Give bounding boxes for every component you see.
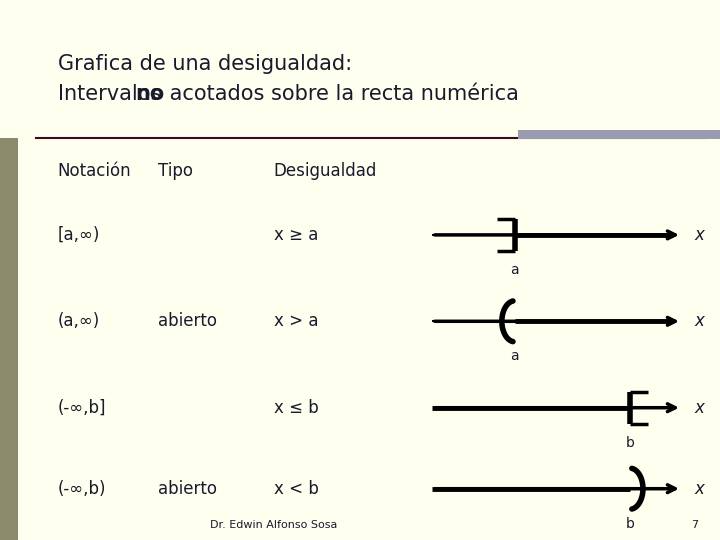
Text: b: b <box>626 436 634 450</box>
Text: abierto: abierto <box>158 480 217 498</box>
Text: Grafica de una desigualdad:: Grafica de una desigualdad: <box>58 54 352 74</box>
Text: Notación: Notación <box>58 162 131 180</box>
Text: x: x <box>695 226 705 244</box>
Text: abierto: abierto <box>158 312 217 330</box>
Text: (-∞,b]: (-∞,b] <box>58 399 106 417</box>
Text: a: a <box>510 349 519 363</box>
Text: Intervalos: Intervalos <box>58 84 168 104</box>
Text: Tipo: Tipo <box>158 162 194 180</box>
Text: x: x <box>695 399 705 417</box>
Text: x > a: x > a <box>274 312 318 330</box>
Text: (a,∞): (a,∞) <box>58 312 100 330</box>
Text: x: x <box>695 480 705 498</box>
Text: b: b <box>626 517 634 531</box>
Text: a: a <box>510 263 519 277</box>
Text: Dr. Edwin Alfonso Sosa: Dr. Edwin Alfonso Sosa <box>210 520 337 530</box>
Text: no: no <box>135 84 165 104</box>
Text: Desigualdad: Desigualdad <box>274 162 377 180</box>
Text: [a,∞): [a,∞) <box>58 226 100 244</box>
Text: x < b: x < b <box>274 480 318 498</box>
Bar <box>518 130 720 139</box>
Bar <box>0 138 18 540</box>
Text: 7: 7 <box>691 520 698 530</box>
Text: x ≥ a: x ≥ a <box>274 226 318 244</box>
Text: x: x <box>695 312 705 330</box>
Text: x ≤ b: x ≤ b <box>274 399 318 417</box>
Text: (-∞,b): (-∞,b) <box>58 480 106 498</box>
Text: acotados sobre la recta numérica: acotados sobre la recta numérica <box>163 84 518 104</box>
